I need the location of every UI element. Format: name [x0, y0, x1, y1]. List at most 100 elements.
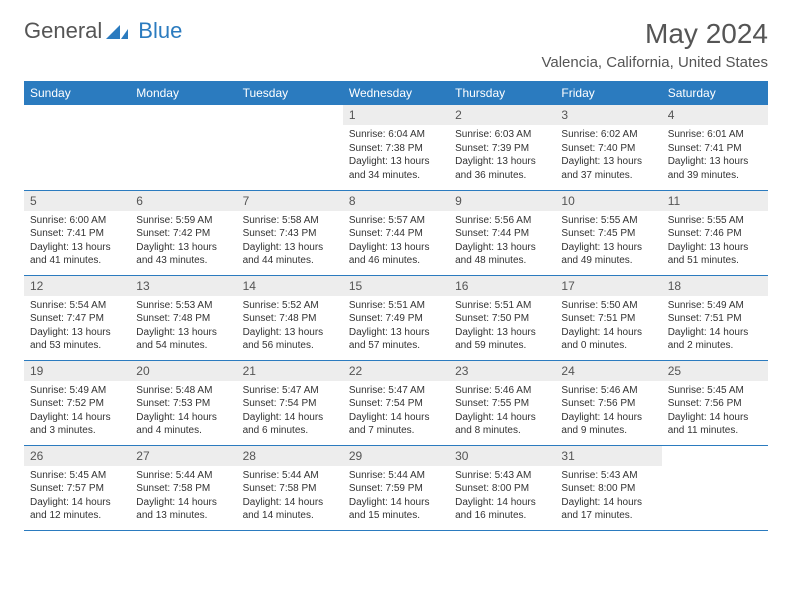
calendar-cell — [662, 445, 768, 530]
logo: General Blue — [24, 18, 182, 44]
day-details: Sunrise: 5:57 AMSunset: 7:44 PMDaylight:… — [343, 211, 449, 272]
calendar-cell: 2Sunrise: 6:03 AMSunset: 7:39 PMDaylight… — [449, 105, 555, 190]
day-number: 8 — [343, 191, 449, 211]
calendar-body: 1Sunrise: 6:04 AMSunset: 7:38 PMDaylight… — [24, 105, 768, 530]
day-number: 15 — [343, 276, 449, 296]
calendar-cell: 23Sunrise: 5:46 AMSunset: 7:55 PMDayligh… — [449, 360, 555, 445]
calendar-cell: 30Sunrise: 5:43 AMSunset: 8:00 PMDayligh… — [449, 445, 555, 530]
day-details: Sunrise: 5:51 AMSunset: 7:49 PMDaylight:… — [343, 296, 449, 357]
day-number: 19 — [24, 361, 130, 381]
logo-text-blue: Blue — [138, 18, 182, 44]
day-number: 14 — [237, 276, 343, 296]
calendar-cell: 22Sunrise: 5:47 AMSunset: 7:54 PMDayligh… — [343, 360, 449, 445]
calendar-cell: 4Sunrise: 6:01 AMSunset: 7:41 PMDaylight… — [662, 105, 768, 190]
day-details: Sunrise: 5:54 AMSunset: 7:47 PMDaylight:… — [24, 296, 130, 357]
calendar-cell: 19Sunrise: 5:49 AMSunset: 7:52 PMDayligh… — [24, 360, 130, 445]
calendar-cell: 21Sunrise: 5:47 AMSunset: 7:54 PMDayligh… — [237, 360, 343, 445]
calendar-cell: 28Sunrise: 5:44 AMSunset: 7:58 PMDayligh… — [237, 445, 343, 530]
month-title: May 2024 — [541, 18, 768, 50]
day-number: 23 — [449, 361, 555, 381]
day-number: 30 — [449, 446, 555, 466]
weekday-header: Saturday — [662, 81, 768, 105]
day-number: 25 — [662, 361, 768, 381]
day-details: Sunrise: 5:52 AMSunset: 7:48 PMDaylight:… — [237, 296, 343, 357]
calendar-cell: 8Sunrise: 5:57 AMSunset: 7:44 PMDaylight… — [343, 190, 449, 275]
day-details: Sunrise: 5:49 AMSunset: 7:52 PMDaylight:… — [24, 381, 130, 442]
day-number: 18 — [662, 276, 768, 296]
day-details: Sunrise: 5:55 AMSunset: 7:45 PMDaylight:… — [555, 211, 661, 272]
calendar-cell: 12Sunrise: 5:54 AMSunset: 7:47 PMDayligh… — [24, 275, 130, 360]
day-details: Sunrise: 6:02 AMSunset: 7:40 PMDaylight:… — [555, 125, 661, 186]
calendar-table: SundayMondayTuesdayWednesdayThursdayFrid… — [24, 81, 768, 531]
calendar-cell: 11Sunrise: 5:55 AMSunset: 7:46 PMDayligh… — [662, 190, 768, 275]
day-details: Sunrise: 5:47 AMSunset: 7:54 PMDaylight:… — [343, 381, 449, 442]
day-details: Sunrise: 5:55 AMSunset: 7:46 PMDaylight:… — [662, 211, 768, 272]
day-details: Sunrise: 5:49 AMSunset: 7:51 PMDaylight:… — [662, 296, 768, 357]
day-details: Sunrise: 5:44 AMSunset: 7:59 PMDaylight:… — [343, 466, 449, 527]
day-details: Sunrise: 5:50 AMSunset: 7:51 PMDaylight:… — [555, 296, 661, 357]
calendar-row: 5Sunrise: 6:00 AMSunset: 7:41 PMDaylight… — [24, 190, 768, 275]
day-details: Sunrise: 5:43 AMSunset: 8:00 PMDaylight:… — [555, 466, 661, 527]
calendar-row: 1Sunrise: 6:04 AMSunset: 7:38 PMDaylight… — [24, 105, 768, 190]
calendar-cell: 25Sunrise: 5:45 AMSunset: 7:56 PMDayligh… — [662, 360, 768, 445]
weekday-header: Wednesday — [343, 81, 449, 105]
day-number: 10 — [555, 191, 661, 211]
logo-text-general: General — [24, 18, 102, 44]
day-number: 4 — [662, 105, 768, 125]
calendar-cell: 3Sunrise: 6:02 AMSunset: 7:40 PMDaylight… — [555, 105, 661, 190]
day-number: 29 — [343, 446, 449, 466]
calendar-cell: 17Sunrise: 5:50 AMSunset: 7:51 PMDayligh… — [555, 275, 661, 360]
day-details: Sunrise: 5:47 AMSunset: 7:54 PMDaylight:… — [237, 381, 343, 442]
calendar-cell: 27Sunrise: 5:44 AMSunset: 7:58 PMDayligh… — [130, 445, 236, 530]
calendar-cell: 15Sunrise: 5:51 AMSunset: 7:49 PMDayligh… — [343, 275, 449, 360]
day-details: Sunrise: 5:59 AMSunset: 7:42 PMDaylight:… — [130, 211, 236, 272]
calendar-cell: 5Sunrise: 6:00 AMSunset: 7:41 PMDaylight… — [24, 190, 130, 275]
calendar-cell — [237, 105, 343, 190]
day-details: Sunrise: 5:58 AMSunset: 7:43 PMDaylight:… — [237, 211, 343, 272]
day-details: Sunrise: 5:44 AMSunset: 7:58 PMDaylight:… — [237, 466, 343, 527]
day-details: Sunrise: 6:01 AMSunset: 7:41 PMDaylight:… — [662, 125, 768, 186]
day-number: 28 — [237, 446, 343, 466]
day-number: 2 — [449, 105, 555, 125]
calendar-row: 19Sunrise: 5:49 AMSunset: 7:52 PMDayligh… — [24, 360, 768, 445]
calendar-cell: 18Sunrise: 5:49 AMSunset: 7:51 PMDayligh… — [662, 275, 768, 360]
day-details: Sunrise: 5:45 AMSunset: 7:57 PMDaylight:… — [24, 466, 130, 527]
calendar-cell: 26Sunrise: 5:45 AMSunset: 7:57 PMDayligh… — [24, 445, 130, 530]
title-block: May 2024 Valencia, California, United St… — [541, 18, 768, 71]
day-details: Sunrise: 5:51 AMSunset: 7:50 PMDaylight:… — [449, 296, 555, 357]
weekday-header: Friday — [555, 81, 661, 105]
calendar-cell: 31Sunrise: 5:43 AMSunset: 8:00 PMDayligh… — [555, 445, 661, 530]
calendar-cell: 7Sunrise: 5:58 AMSunset: 7:43 PMDaylight… — [237, 190, 343, 275]
calendar-cell — [24, 105, 130, 190]
sail-icon — [106, 23, 128, 39]
day-number: 17 — [555, 276, 661, 296]
day-number: 24 — [555, 361, 661, 381]
weekday-header-row: SundayMondayTuesdayWednesdayThursdayFrid… — [24, 81, 768, 105]
day-number: 22 — [343, 361, 449, 381]
day-number: 6 — [130, 191, 236, 211]
calendar-row: 12Sunrise: 5:54 AMSunset: 7:47 PMDayligh… — [24, 275, 768, 360]
day-details: Sunrise: 5:46 AMSunset: 7:55 PMDaylight:… — [449, 381, 555, 442]
day-number: 5 — [24, 191, 130, 211]
day-details: Sunrise: 5:53 AMSunset: 7:48 PMDaylight:… — [130, 296, 236, 357]
day-details: Sunrise: 5:48 AMSunset: 7:53 PMDaylight:… — [130, 381, 236, 442]
day-details: Sunrise: 5:56 AMSunset: 7:44 PMDaylight:… — [449, 211, 555, 272]
location-text: Valencia, California, United States — [541, 54, 768, 71]
day-details: Sunrise: 5:46 AMSunset: 7:56 PMDaylight:… — [555, 381, 661, 442]
day-number: 27 — [130, 446, 236, 466]
calendar-cell: 29Sunrise: 5:44 AMSunset: 7:59 PMDayligh… — [343, 445, 449, 530]
calendar-cell: 16Sunrise: 5:51 AMSunset: 7:50 PMDayligh… — [449, 275, 555, 360]
calendar-cell: 20Sunrise: 5:48 AMSunset: 7:53 PMDayligh… — [130, 360, 236, 445]
day-number: 1 — [343, 105, 449, 125]
calendar-cell — [130, 105, 236, 190]
day-number: 21 — [237, 361, 343, 381]
day-number: 31 — [555, 446, 661, 466]
day-number: 13 — [130, 276, 236, 296]
calendar-cell: 6Sunrise: 5:59 AMSunset: 7:42 PMDaylight… — [130, 190, 236, 275]
weekday-header: Tuesday — [237, 81, 343, 105]
day-details: Sunrise: 6:00 AMSunset: 7:41 PMDaylight:… — [24, 211, 130, 272]
day-number: 11 — [662, 191, 768, 211]
weekday-header: Sunday — [24, 81, 130, 105]
day-number: 9 — [449, 191, 555, 211]
day-details: Sunrise: 5:44 AMSunset: 7:58 PMDaylight:… — [130, 466, 236, 527]
